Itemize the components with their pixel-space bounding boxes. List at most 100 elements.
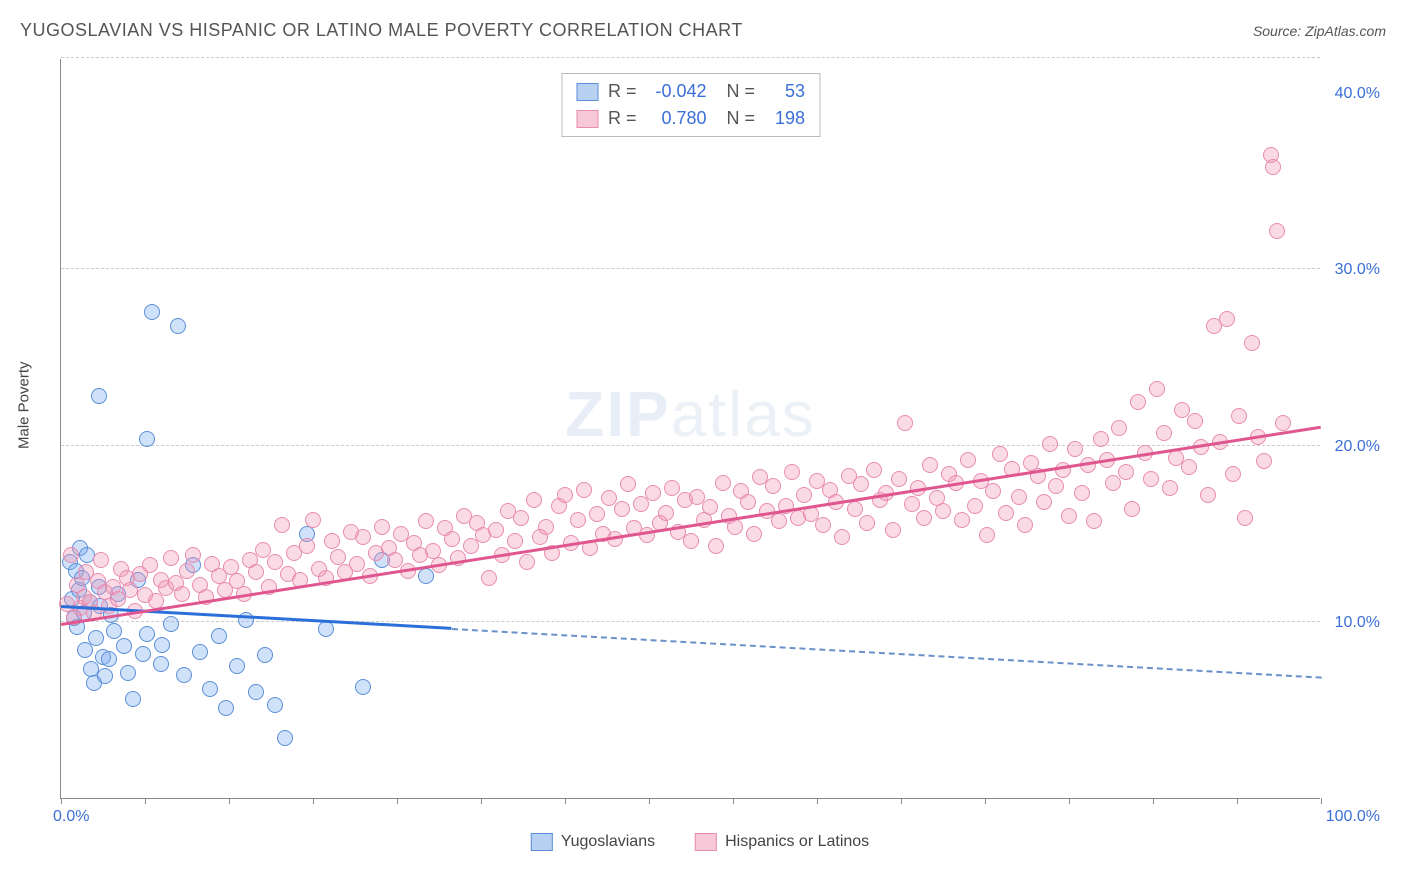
data-point — [135, 646, 151, 662]
x-tick — [649, 798, 650, 804]
legend-item: Yugoslavians — [531, 833, 655, 851]
data-point — [1048, 478, 1064, 494]
data-point — [979, 527, 995, 543]
trend-line — [61, 426, 1321, 626]
data-point — [229, 658, 245, 674]
stats-row-series-1: R = 0.780 N = 198 — [576, 105, 805, 132]
data-point — [163, 550, 179, 566]
y-axis-value: 20.0% — [1335, 438, 1380, 456]
legend-label: Hispanics or Latinos — [725, 833, 869, 851]
correlation-scatter-chart: Male Poverty ZIPatlas R = -0.042 N = 53 … — [20, 49, 1380, 849]
data-point — [1244, 335, 1260, 351]
data-point — [614, 501, 630, 517]
data-point — [125, 691, 141, 707]
x-tick — [985, 798, 986, 804]
data-point — [330, 549, 346, 565]
data-point — [144, 304, 160, 320]
data-point — [444, 531, 460, 547]
data-point — [139, 431, 155, 447]
data-point — [1118, 464, 1134, 480]
series-legend: Yugoslavians Hispanics or Latinos — [531, 833, 869, 851]
x-tick — [901, 798, 902, 804]
data-point — [120, 665, 136, 681]
data-point — [1256, 453, 1272, 469]
x-tick — [313, 798, 314, 804]
data-point — [139, 626, 155, 642]
data-point — [153, 656, 169, 672]
x-tick — [397, 798, 398, 804]
data-point — [727, 519, 743, 535]
legend-swatch — [695, 833, 717, 851]
data-point — [481, 570, 497, 586]
data-point — [960, 452, 976, 468]
data-point — [101, 651, 117, 667]
data-point — [1042, 436, 1058, 452]
x-tick — [229, 798, 230, 804]
data-point — [179, 563, 195, 579]
data-point — [998, 505, 1014, 521]
legend-swatch — [576, 83, 598, 101]
data-point — [374, 519, 390, 535]
data-point — [1156, 425, 1172, 441]
data-point — [538, 519, 554, 535]
data-point — [88, 630, 104, 646]
stats-legend-box: R = -0.042 N = 53 R = 0.780 N = 198 — [561, 73, 820, 137]
y-axis-label: Male Poverty — [16, 361, 33, 449]
data-point — [106, 623, 122, 639]
data-point — [257, 647, 273, 663]
data-point — [1086, 513, 1102, 529]
data-point — [834, 529, 850, 545]
data-point — [664, 480, 680, 496]
legend-swatch — [531, 833, 553, 851]
data-point — [1269, 223, 1285, 239]
data-point — [255, 542, 271, 558]
x-axis-value: 0.0% — [53, 808, 89, 826]
data-point — [645, 485, 661, 501]
data-point — [93, 552, 109, 568]
data-point — [746, 526, 762, 542]
data-point — [859, 515, 875, 531]
data-point — [154, 637, 170, 653]
data-point — [658, 505, 674, 521]
data-point — [142, 557, 158, 573]
data-point — [589, 506, 605, 522]
data-point — [916, 510, 932, 526]
x-tick — [733, 798, 734, 804]
data-point — [1124, 501, 1140, 517]
data-point — [77, 642, 93, 658]
data-point — [1061, 508, 1077, 524]
data-point — [248, 564, 264, 580]
plot-area: ZIPatlas R = -0.042 N = 53 R = 0.780 N =… — [60, 59, 1320, 799]
y-axis-value: 10.0% — [1335, 614, 1380, 632]
data-point — [305, 512, 321, 528]
data-point — [355, 679, 371, 695]
x-tick — [145, 798, 146, 804]
data-point — [122, 582, 138, 598]
data-point — [174, 586, 190, 602]
data-point — [1111, 420, 1127, 436]
data-point — [1036, 494, 1052, 510]
data-point — [163, 616, 179, 632]
watermark-text: ZIPatlas — [565, 377, 816, 451]
data-point — [1130, 394, 1146, 410]
data-point — [116, 638, 132, 654]
data-point — [576, 482, 592, 498]
data-point — [1231, 408, 1247, 424]
data-point — [853, 476, 869, 492]
data-point — [507, 533, 523, 549]
data-point — [1181, 459, 1197, 475]
chart-title: YUGOSLAVIAN VS HISPANIC OR LATINO MALE P… — [20, 20, 743, 41]
data-point — [267, 554, 283, 570]
data-point — [967, 498, 983, 514]
trend-line — [452, 628, 1322, 679]
data-point — [1093, 431, 1109, 447]
r-value: 0.780 — [647, 105, 707, 132]
x-tick — [817, 798, 818, 804]
source-attribution: Source: ZipAtlas.com — [1253, 23, 1386, 39]
data-point — [1017, 517, 1033, 533]
data-point — [815, 517, 831, 533]
data-point — [248, 684, 264, 700]
data-point — [866, 462, 882, 478]
data-point — [985, 483, 1001, 499]
data-point — [1143, 471, 1159, 487]
